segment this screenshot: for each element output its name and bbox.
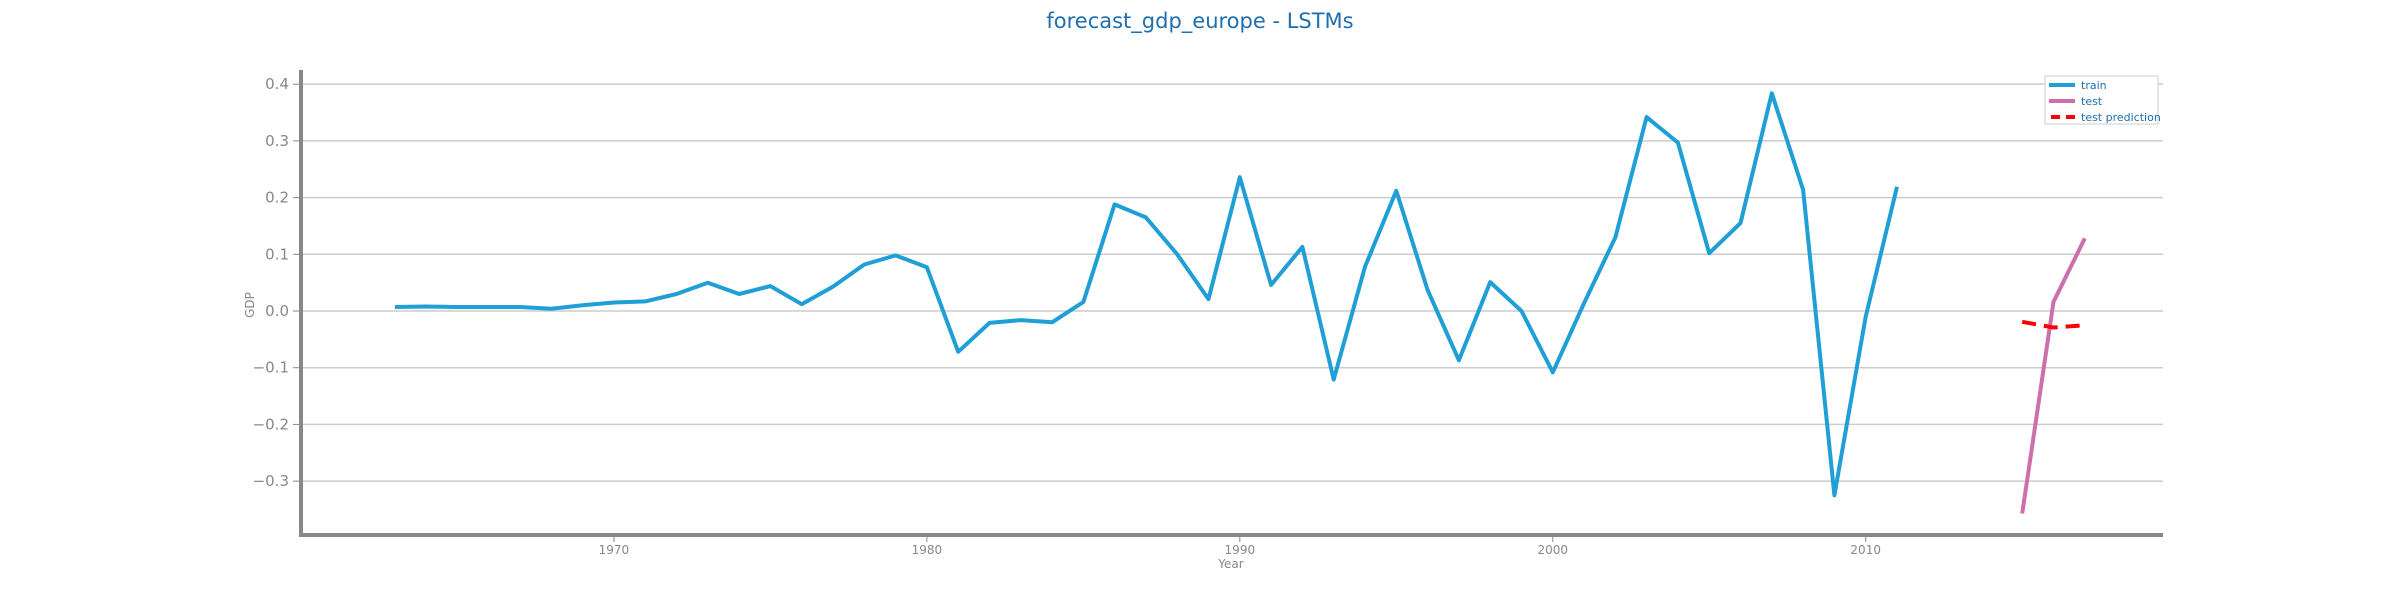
legend-label-test: test — [2081, 95, 2103, 108]
y-ticks: −0.3 −0.2 −0.1 0.0 0.1 0.2 0.3 0.4 — [253, 75, 301, 490]
y-tick-label: 0.3 — [265, 132, 289, 150]
series-line-train — [394, 91, 1899, 498]
axes — [299, 70, 2163, 537]
x-tick-label: 1980 — [912, 543, 943, 557]
legend: train test test prediction — [2044, 75, 2161, 125]
x-tick-label: 1970 — [599, 543, 630, 557]
x-tick-label: 2010 — [1850, 543, 1881, 557]
series-line-test — [2020, 237, 2087, 514]
x-ticks: 1970 1980 1990 2000 2010 — [599, 535, 1881, 557]
x-axis-label: Year — [1217, 557, 1243, 571]
y-tick-label: 0.0 — [265, 302, 289, 320]
y-tick-label: −0.3 — [253, 472, 289, 490]
y-tick-label: −0.1 — [253, 359, 289, 377]
y-tick-label: 0.1 — [265, 245, 289, 263]
grid — [301, 83, 2163, 482]
y-tick-label: −0.2 — [253, 415, 289, 433]
y-tick-label: 0.4 — [265, 75, 289, 93]
series-group — [394, 91, 2087, 514]
y-tick-label: 0.2 — [265, 189, 289, 207]
series-line-test-prediction — [2021, 319, 2085, 330]
legend-label-test-prediction: test prediction — [2081, 111, 2161, 124]
chart-title: forecast_gdp_europe - LSTMs — [1046, 9, 1353, 34]
x-tick-label: 2000 — [1537, 543, 1568, 557]
x-tick-label: 1990 — [1225, 543, 1256, 557]
legend-label-train: train — [2081, 79, 2107, 92]
y-axis-label: GDP — [243, 292, 257, 318]
